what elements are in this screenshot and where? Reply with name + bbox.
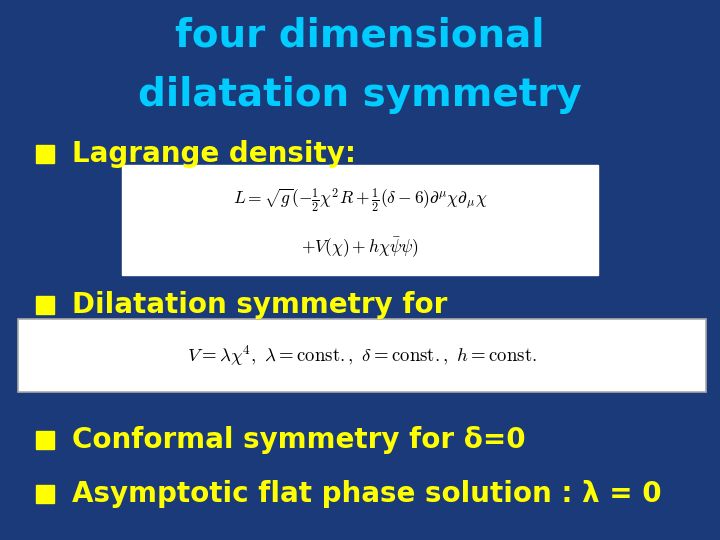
FancyBboxPatch shape xyxy=(18,319,706,392)
Text: dilatation symmetry: dilatation symmetry xyxy=(138,76,582,113)
FancyBboxPatch shape xyxy=(36,485,54,503)
Text: Dilatation symmetry for: Dilatation symmetry for xyxy=(72,291,447,319)
Text: Asymptotic flat phase solution : λ = 0: Asymptotic flat phase solution : λ = 0 xyxy=(72,480,662,508)
FancyBboxPatch shape xyxy=(122,165,598,275)
Text: four dimensional: four dimensional xyxy=(175,16,545,54)
Text: $V = \lambda\chi^4,\ \lambda = \mathrm{const.},\ \delta = \mathrm{const.},\ h = : $V = \lambda\chi^4,\ \lambda = \mathrm{c… xyxy=(186,342,537,368)
Text: $+V(\chi) + h\chi\bar{\psi}\psi)$: $+V(\chi) + h\chi\bar{\psi}\psi)$ xyxy=(301,236,419,260)
FancyBboxPatch shape xyxy=(36,431,54,449)
Text: $L = \sqrt{g}(-\frac{1}{2}\chi^2 R + \frac{1}{2}(\delta - 6)\partial^{\mu}\chi\p: $L = \sqrt{g}(-\frac{1}{2}\chi^2 R + \fr… xyxy=(233,186,487,214)
FancyBboxPatch shape xyxy=(36,296,54,314)
FancyBboxPatch shape xyxy=(36,145,54,163)
Text: Conformal symmetry for δ=0: Conformal symmetry for δ=0 xyxy=(72,426,526,454)
Text: Lagrange density:: Lagrange density: xyxy=(72,140,356,168)
